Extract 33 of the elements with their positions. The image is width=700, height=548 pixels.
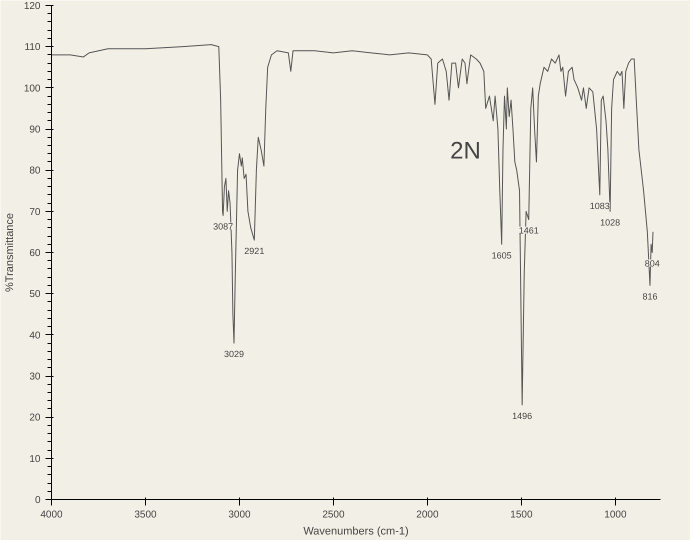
- y-tick-label: 50: [29, 289, 41, 300]
- x-axis-title: Wavenumbers (cm-1): [303, 526, 409, 538]
- y-tick-label: 20: [29, 412, 41, 424]
- y-tick-label: 120: [24, 1, 41, 12]
- annotation: 1605: [492, 250, 512, 260]
- annotation: 2N: [450, 138, 481, 165]
- annotation: 816: [642, 291, 658, 302]
- y-axis-title: %Transmittance: [4, 212, 16, 292]
- annotation: 804: [644, 258, 660, 268]
- y-tick-label: 80: [29, 166, 41, 177]
- x-tick-label: 1000: [604, 510, 627, 520]
- x-tick-label: 1500: [510, 510, 533, 520]
- y-tick-label: 10: [29, 454, 41, 465]
- annotation: 2921: [244, 246, 264, 256]
- annotation: 3029: [224, 349, 244, 360]
- y-tick-label: 90: [29, 124, 41, 136]
- y-tick-label: 30: [29, 372, 41, 382]
- annotation: 3087: [213, 221, 234, 232]
- y-tick-label: 70: [29, 206, 41, 218]
- x-tick-label: 2000: [416, 510, 439, 520]
- annotation: 1461: [518, 226, 539, 236]
- y-tick-label: 0: [34, 495, 41, 506]
- y-tick-label: 100: [24, 83, 41, 94]
- y-tick-label: 110: [24, 42, 41, 54]
- annotation: 1496: [512, 410, 532, 421]
- y-tick-label: 60: [29, 248, 41, 259]
- x-tick-label: 2500: [322, 510, 346, 520]
- annotation: 1083: [590, 200, 610, 211]
- x-tick-label: 3000: [228, 510, 252, 520]
- x-tick-label: 3500: [134, 510, 158, 520]
- x-tick-label: 4000: [40, 510, 64, 520]
- y-tick-label: 40: [29, 330, 41, 342]
- annotation: 1028: [600, 217, 620, 228]
